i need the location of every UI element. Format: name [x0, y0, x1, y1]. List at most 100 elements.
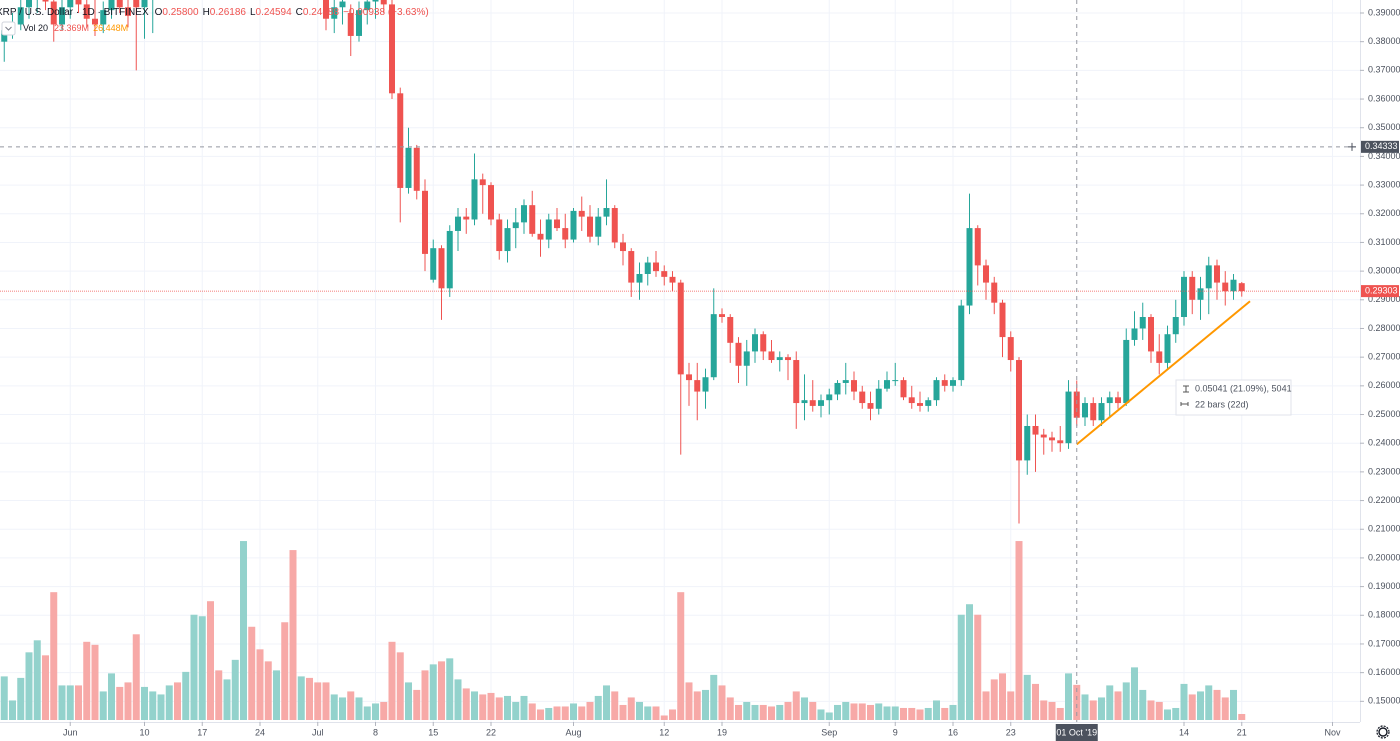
y-tick-label: 0.17000: [1368, 638, 1400, 648]
volume-bar: [462, 688, 470, 720]
volume-bar: [1172, 707, 1180, 720]
volume-bar: [99, 691, 107, 720]
volume-bar: [570, 703, 577, 720]
y-tick-label: 0.36000: [1368, 93, 1400, 103]
candle-body: [1156, 351, 1163, 363]
volume-bar: [1122, 682, 1130, 720]
candle-body: [644, 262, 651, 274]
candle-body: [380, 0, 387, 5]
candle-body: [595, 216, 602, 237]
candle-body: [554, 219, 560, 229]
candle-body: [1016, 360, 1022, 461]
collapse-button[interactable]: [1, 21, 16, 36]
volume-bar: [446, 658, 454, 720]
readout: XRP / U.S. Dollar · 1D · BITFINEX O0.2580…: [0, 7, 429, 36]
volume-bar: [974, 614, 982, 720]
y-tick-label: 0.31000: [1368, 237, 1400, 247]
candle-body: [925, 400, 932, 406]
candle-body: [75, 0, 82, 5]
volume-bar: [537, 709, 544, 720]
volume-bar: [380, 701, 388, 720]
candle-body: [17, 7, 24, 25]
volume-bar: [9, 700, 16, 720]
volume-bar: [949, 704, 957, 720]
measure-price: 0.05041 (21.09%), 5041: [1195, 383, 1292, 393]
volume-bar: [1015, 541, 1023, 720]
volume-bar: [743, 701, 751, 720]
ohlc-key: C: [296, 7, 303, 18]
volume-bar: [0, 676, 8, 720]
candle-body: [496, 219, 503, 252]
volume-bar: [231, 659, 239, 720]
volume-bar: [50, 592, 58, 720]
y-tick-label: 0.24000: [1368, 438, 1400, 448]
candle-body: [422, 190, 428, 254]
candle-body: [603, 208, 610, 217]
candle-body: [1, 30, 8, 42]
candle-body: [471, 179, 478, 220]
y-tick-label: 0.39000: [1368, 7, 1400, 17]
settings-button[interactable]: [1376, 725, 1390, 739]
volume-bar: [149, 691, 157, 720]
volume-bar: [413, 689, 421, 720]
candle-body: [108, 0, 115, 11]
candle-body: [42, 0, 49, 2]
candle-body: [950, 380, 956, 386]
volume-bar: [339, 697, 346, 720]
volume-bar: [347, 691, 355, 720]
candle-body: [842, 380, 849, 383]
volume-bar: [594, 695, 602, 720]
ohlc-key: L: [250, 7, 256, 18]
candle-body: [669, 276, 676, 283]
candle-body: [867, 403, 874, 409]
volume-bar: [372, 703, 379, 720]
volume-bar: [891, 706, 899, 720]
candle-body: [727, 317, 734, 343]
volume-bar: [652, 706, 660, 720]
volume-bar: [256, 649, 264, 720]
price-pane: [1, 0, 1245, 524]
candle-body: [331, 7, 338, 19]
volume-bar: [726, 697, 734, 720]
volume-bar: [248, 626, 256, 720]
volume-bar: [1205, 685, 1213, 720]
candle-body: [455, 216, 461, 231]
candle-body: [801, 400, 808, 404]
time-axis-bg: [0, 722, 1360, 741]
candle-body: [628, 251, 635, 283]
candle-body: [1090, 403, 1097, 421]
y-tick-label: 0.20000: [1368, 552, 1400, 562]
volume-bar: [611, 691, 619, 720]
volume-bar: [1040, 700, 1048, 720]
candle-body: [1115, 397, 1121, 404]
candle-body: [529, 205, 536, 234]
volume-name: Vol 20: [23, 23, 48, 33]
candle-body: [1230, 279, 1237, 292]
settings-icon: [1378, 727, 1388, 737]
x-tick-label: 9: [893, 727, 898, 737]
volume-bar: [809, 701, 817, 720]
volume-bar: [363, 706, 371, 720]
x-tick-label: 16: [948, 727, 958, 737]
candle-body: [677, 282, 684, 375]
candle-body: [50, 1, 57, 25]
volume-bar: [1188, 694, 1196, 720]
volume-bar: [850, 703, 858, 720]
volume-bar: [17, 677, 25, 720]
volume-bar: [396, 652, 404, 720]
candle-body: [570, 210, 577, 240]
y-tick-label: 0.19000: [1368, 581, 1400, 591]
volume-bar: [487, 692, 495, 720]
candle-body: [1189, 276, 1196, 300]
volume-bar: [957, 614, 965, 720]
volume-bar: [924, 707, 932, 720]
volume-bar: [75, 685, 82, 720]
volume-bar: [660, 715, 668, 720]
volume-bar: [281, 622, 289, 720]
volume-bar: [289, 550, 297, 720]
x-tick-label: 15: [428, 727, 438, 737]
candle-body: [1024, 425, 1031, 461]
volume-bar: [1073, 684, 1081, 720]
candle-body: [67, 0, 74, 8]
candle-body: [356, 10, 362, 36]
